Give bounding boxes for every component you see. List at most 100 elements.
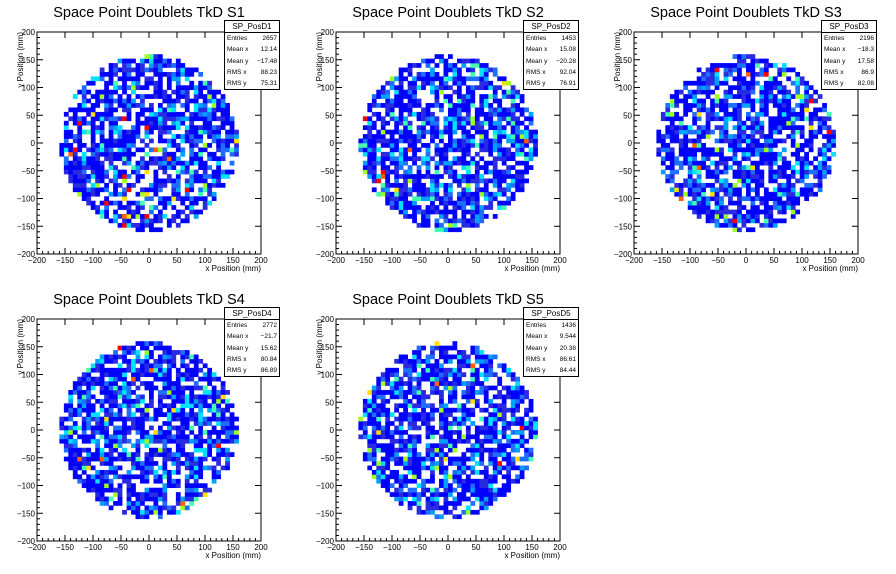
heatmap-cell [207,191,213,197]
heatmap-cell [149,182,154,188]
heatmap-cell [126,160,132,166]
heatmap-cell [117,191,123,197]
heatmap-cell [483,196,489,202]
heatmap-cell [398,76,404,82]
heatmap-cell [461,509,467,515]
heatmap-cell [225,169,230,175]
heatmap-cell [492,438,498,444]
heatmap-cell [772,125,778,130]
heatmap-cell [461,390,467,395]
heatmap-cell [799,147,805,153]
heatmap-cell [506,187,512,193]
heatmap-cell [456,372,462,378]
heatmap-cell [746,174,751,179]
heatmap-cell [131,134,136,139]
heatmap-cell [461,381,467,386]
heatmap-cell [465,474,471,480]
heatmap-cell [714,214,720,219]
heatmap-cell [746,63,751,68]
heatmap-cell [162,501,168,506]
heatmap-cell [225,174,230,179]
heatmap-cell [407,385,413,391]
heatmap-cell [683,143,689,148]
heatmap-cell [723,80,729,86]
heatmap-cell [425,425,431,431]
heatmap-cell [95,425,101,431]
heatmap-cell [398,196,404,202]
heatmap-cell [737,85,742,91]
heatmap-cell [425,452,431,457]
heatmap-cell [737,58,742,64]
heatmap-cell [723,138,729,144]
heatmap-cell [367,390,373,395]
heatmap-cell [465,187,471,193]
heatmap-cell [497,416,503,422]
heatmap-cell [470,456,476,462]
heatmap-cell [692,147,698,153]
heatmap-cell [77,125,83,130]
heatmap-cell [198,385,204,391]
heatmap-cell [117,98,123,104]
heatmap-cell [407,67,413,73]
heatmap-cell [166,76,172,82]
heatmap-cell [768,138,774,144]
heatmap-cell [804,174,810,179]
heatmap-cell [380,125,386,130]
heatmap-cell [117,58,123,64]
heatmap-cell [412,407,417,413]
y-tick-label: −150 [17,509,36,518]
heatmap-cell [63,129,69,135]
heatmap-cell [692,98,698,104]
heatmap-cell [104,182,109,188]
heatmap-cell [81,116,87,122]
heatmap-cell [479,165,485,170]
heatmap-cell [510,447,516,453]
heatmap-cell [131,76,136,82]
heatmap-cell [737,54,742,59]
heatmap-cell [719,169,724,175]
heatmap-cell [407,363,413,369]
heatmap-cell [448,63,453,68]
heatmap-cell [175,182,181,188]
heatmap-cell [483,465,489,471]
heatmap-cell [122,98,127,104]
heatmap-cell [171,412,177,417]
heatmap-cell [461,412,467,417]
heatmap-cell [157,487,163,493]
heatmap-cell [483,165,489,170]
heatmap-cell [461,120,467,126]
heatmap-cell [376,129,382,135]
heatmap-cell [430,120,435,126]
heatmap-cell [439,407,444,413]
heatmap-cell [483,178,489,184]
heatmap-cell [99,89,105,95]
heatmap-cell [171,452,177,457]
heatmap-cell [198,483,204,489]
heatmap-cell [189,430,195,435]
heatmap-cell [772,156,778,162]
heatmap-cell [189,138,195,144]
heatmap-cell [162,496,168,502]
heatmap-cell [443,205,449,210]
heatmap-cell [434,143,440,148]
heatmap-cell [385,434,391,440]
heatmap-cell [394,191,400,197]
heatmap-cell [126,103,132,108]
heatmap-cell [515,390,520,395]
heatmap-cell [398,381,404,386]
heatmap-cell [180,390,186,395]
heatmap-cell [135,134,141,139]
heatmap-cell [166,407,172,413]
heatmap-cell [456,160,462,166]
heatmap-cell [714,103,720,108]
heatmap-cell [407,425,413,431]
heatmap-cell [452,143,458,148]
heatmap-cell [732,94,738,99]
heatmap-cell [448,76,453,82]
heatmap-cell [443,182,449,188]
heatmap-cell [157,138,163,144]
heatmap-cell [452,496,458,502]
heatmap-cell [95,147,101,153]
heatmap-cell [113,218,118,224]
heatmap-cell [117,156,123,162]
